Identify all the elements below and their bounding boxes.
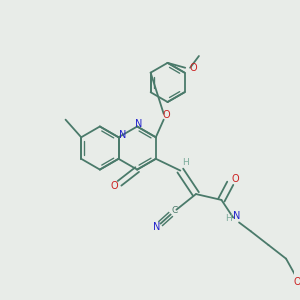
- Text: O: O: [111, 181, 119, 191]
- Text: O: O: [189, 63, 197, 73]
- Text: O: O: [231, 174, 239, 184]
- Text: O: O: [294, 277, 300, 287]
- Text: C: C: [171, 206, 178, 215]
- Text: N: N: [233, 211, 241, 220]
- Text: N: N: [119, 130, 126, 140]
- Text: O: O: [163, 110, 170, 120]
- Text: N: N: [153, 222, 160, 233]
- Text: H: H: [225, 214, 232, 223]
- Text: H: H: [182, 158, 189, 167]
- Text: N: N: [136, 118, 143, 129]
